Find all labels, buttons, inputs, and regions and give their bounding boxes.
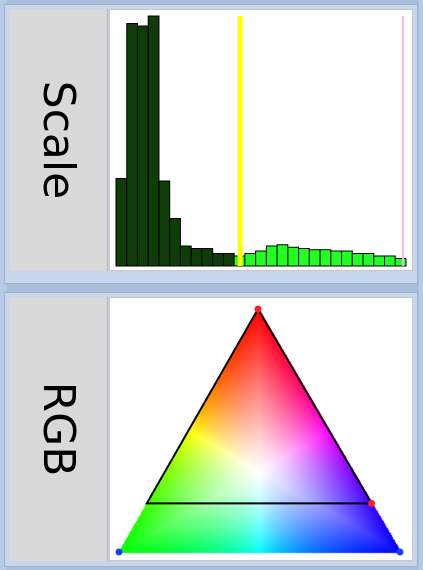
histogram-bar	[265, 245, 278, 267]
histogram-bar	[190, 248, 203, 267]
histogram-bar	[169, 218, 181, 267]
histogram-bar	[158, 180, 171, 267]
window-edge-left	[0, 0, 6, 570]
histogram-bar	[287, 246, 300, 267]
histogram-bar	[298, 248, 310, 267]
histogram-bar	[341, 250, 353, 267]
histogram-bar	[394, 258, 407, 267]
histogram-chart[interactable]	[110, 10, 412, 270]
selection-triangle-outline[interactable]	[145, 307, 374, 505]
histogram-bar	[308, 249, 321, 267]
rgb-tab[interactable]: RGB	[9, 297, 108, 561]
histogram-bar	[222, 253, 235, 267]
histogram-bar	[244, 253, 257, 267]
scale-histogram[interactable]	[109, 9, 413, 271]
scale-tab[interactable]: Scale	[9, 9, 108, 271]
histogram-bar	[115, 178, 128, 267]
rgb-triangle-box[interactable]	[109, 297, 413, 561]
histogram-bar	[201, 248, 214, 267]
window-edge-right	[419, 0, 423, 570]
histogram-bar	[126, 23, 138, 267]
blue-corner-handle[interactable]	[396, 548, 404, 556]
histogram-bar	[373, 255, 386, 267]
histogram-bar	[319, 249, 332, 267]
yellow-threshold-marker[interactable]	[237, 16, 243, 266]
histogram-bar	[179, 245, 192, 267]
histogram-bar	[351, 253, 364, 267]
histogram-bar	[384, 255, 396, 267]
scale-panel: Scale	[4, 4, 418, 284]
rgb-color-triangle[interactable]	[110, 298, 412, 560]
rgb-panel: RGB	[4, 292, 418, 567]
histogram-bar	[255, 250, 267, 267]
histogram-bar	[362, 253, 375, 267]
pink-threshold-marker[interactable]	[402, 16, 405, 266]
histogram-bar	[147, 15, 160, 267]
histogram-bar	[276, 244, 289, 267]
histogram-bar	[136, 25, 149, 267]
green-corner-handle[interactable]	[115, 548, 123, 556]
red-vertex-handle[interactable]	[254, 305, 262, 313]
rgb-gradient-fill[interactable]	[110, 298, 412, 560]
histogram-bar	[212, 253, 224, 267]
right-vertex-handle[interactable]	[368, 499, 376, 507]
rgb-tab-label: RGB	[33, 381, 84, 477]
scale-tab-label: Scale	[33, 80, 84, 200]
histogram-bar	[330, 250, 343, 267]
